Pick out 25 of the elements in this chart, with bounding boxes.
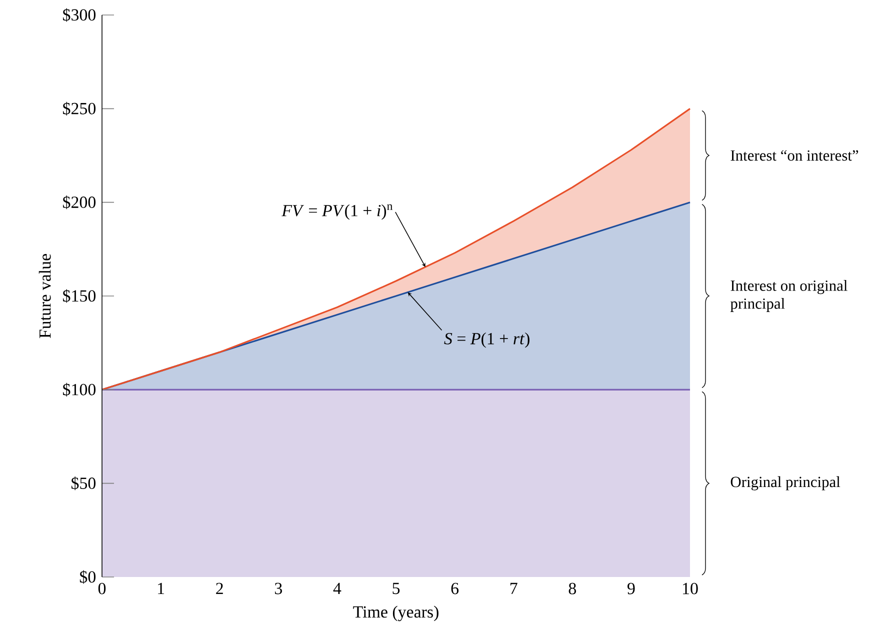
x-tick-label: 10 bbox=[683, 582, 698, 594]
x-tick-label: 4 bbox=[333, 582, 342, 594]
annotation: Original principal bbox=[730, 476, 840, 490]
y-tick-label: $200 bbox=[63, 196, 96, 210]
x-tick-label: 0 bbox=[98, 582, 106, 594]
y-tick-label: $300 bbox=[63, 8, 96, 22]
annotation: Interest “on interest” bbox=[730, 150, 858, 161]
y-tick-label: $250 bbox=[63, 102, 96, 116]
x-tick-label: 2 bbox=[216, 582, 223, 594]
x-tick-label: 1 bbox=[158, 582, 164, 594]
x-axis-title: Time (years) bbox=[353, 606, 438, 622]
y-axis-title: Future value bbox=[38, 254, 51, 338]
y-tick-label: $50 bbox=[71, 476, 96, 490]
y-tick-label: $100 bbox=[63, 382, 96, 396]
y-tick-label: $150 bbox=[63, 289, 96, 303]
x-tick-label: 6 bbox=[451, 582, 459, 594]
x-tick-label: 5 bbox=[392, 582, 400, 594]
annotation: S = P(1 + rt) bbox=[444, 332, 530, 348]
x-tick-label: 8 bbox=[568, 582, 576, 594]
x-tick-label: 9 bbox=[628, 582, 635, 594]
annotation: Interest on original principal bbox=[730, 280, 848, 312]
annotation: FV = PV(1 + i)$^{n}$ bbox=[282, 204, 393, 220]
y-tick-label: $0 bbox=[80, 570, 96, 584]
x-tick-label: 7 bbox=[510, 582, 518, 594]
x-tick-label: 3 bbox=[274, 582, 282, 594]
